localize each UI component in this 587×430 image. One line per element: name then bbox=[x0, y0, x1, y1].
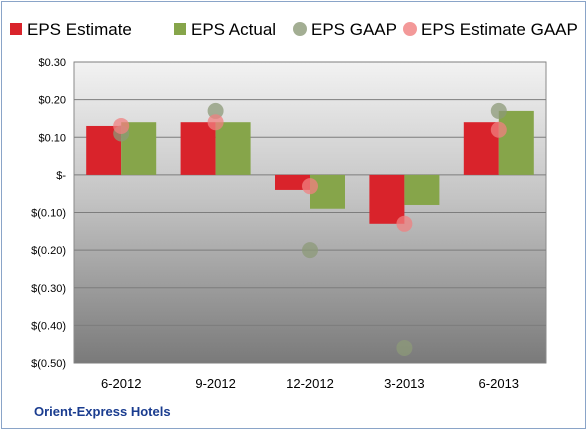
legend-swatch bbox=[10, 23, 22, 35]
y-tick-label: $(0.30) bbox=[31, 283, 66, 295]
legend-label: EPS Estimate GAAP bbox=[421, 20, 578, 39]
eps-estimate-gaap-point bbox=[113, 117, 130, 134]
bars bbox=[86, 110, 534, 224]
y-tick-label: $0.30 bbox=[38, 57, 66, 69]
y-tick-label: $(0.40) bbox=[31, 320, 66, 332]
points bbox=[113, 102, 507, 356]
y-tick-label: $(0.20) bbox=[31, 245, 66, 257]
x-tick-label: 3-2013 bbox=[384, 376, 424, 391]
eps-gaap-point bbox=[207, 102, 224, 119]
x-tick-label: 12-2012 bbox=[286, 376, 334, 391]
eps-estimate-bar bbox=[180, 122, 216, 175]
y-tick-label: $(0.50) bbox=[31, 358, 66, 370]
x-axis-ticks: 6-2012 9-2012 12-2012 3-2013 6-2013 bbox=[101, 376, 519, 391]
y-tick-label: $0.20 bbox=[38, 95, 66, 107]
legend: EPS Estimate EPS Actual EPS GAAP EPS Estima… bbox=[10, 20, 578, 39]
legend-swatch bbox=[403, 22, 417, 36]
eps-actual-bar bbox=[215, 122, 251, 175]
legend-label: EPS Estimate bbox=[27, 20, 132, 39]
eps-estimate-gaap-point bbox=[396, 215, 413, 232]
x-tick-label: 6-2012 bbox=[101, 376, 141, 391]
y-tick-label: $0.10 bbox=[38, 132, 66, 144]
y-tick-label: $- bbox=[56, 170, 66, 182]
company-name: Orient-Express Hotels bbox=[34, 404, 171, 419]
eps-gaap-point bbox=[302, 242, 318, 259]
eps-estimate-bar bbox=[275, 174, 310, 190]
eps-actual-bar bbox=[498, 110, 534, 175]
eps-estimate-bar bbox=[369, 174, 405, 224]
y-axis-ticks: $0.30 $0.20 $0.10 $- $(0.10) $(0.20) $(0.30) $(… bbox=[31, 57, 66, 370]
legend-label: EPS GAAP bbox=[311, 20, 397, 39]
legend-swatch bbox=[293, 22, 307, 36]
eps-actual-bar bbox=[310, 174, 345, 209]
eps-gaap-point bbox=[490, 102, 507, 119]
eps-gaap-point bbox=[396, 339, 413, 356]
eps-estimate-gaap-point bbox=[490, 121, 507, 138]
x-tick-label: 6-2013 bbox=[479, 376, 519, 391]
legend-label: EPS Actual bbox=[191, 20, 276, 39]
eps-actual-bar bbox=[404, 174, 440, 205]
legend-swatch bbox=[174, 23, 186, 35]
x-tick-label: 9-2012 bbox=[195, 376, 235, 391]
eps-estimate-gaap-point bbox=[302, 178, 318, 195]
eps-estimate-gaap-point bbox=[207, 114, 224, 131]
y-tick-label: $(0.10) bbox=[31, 208, 66, 220]
